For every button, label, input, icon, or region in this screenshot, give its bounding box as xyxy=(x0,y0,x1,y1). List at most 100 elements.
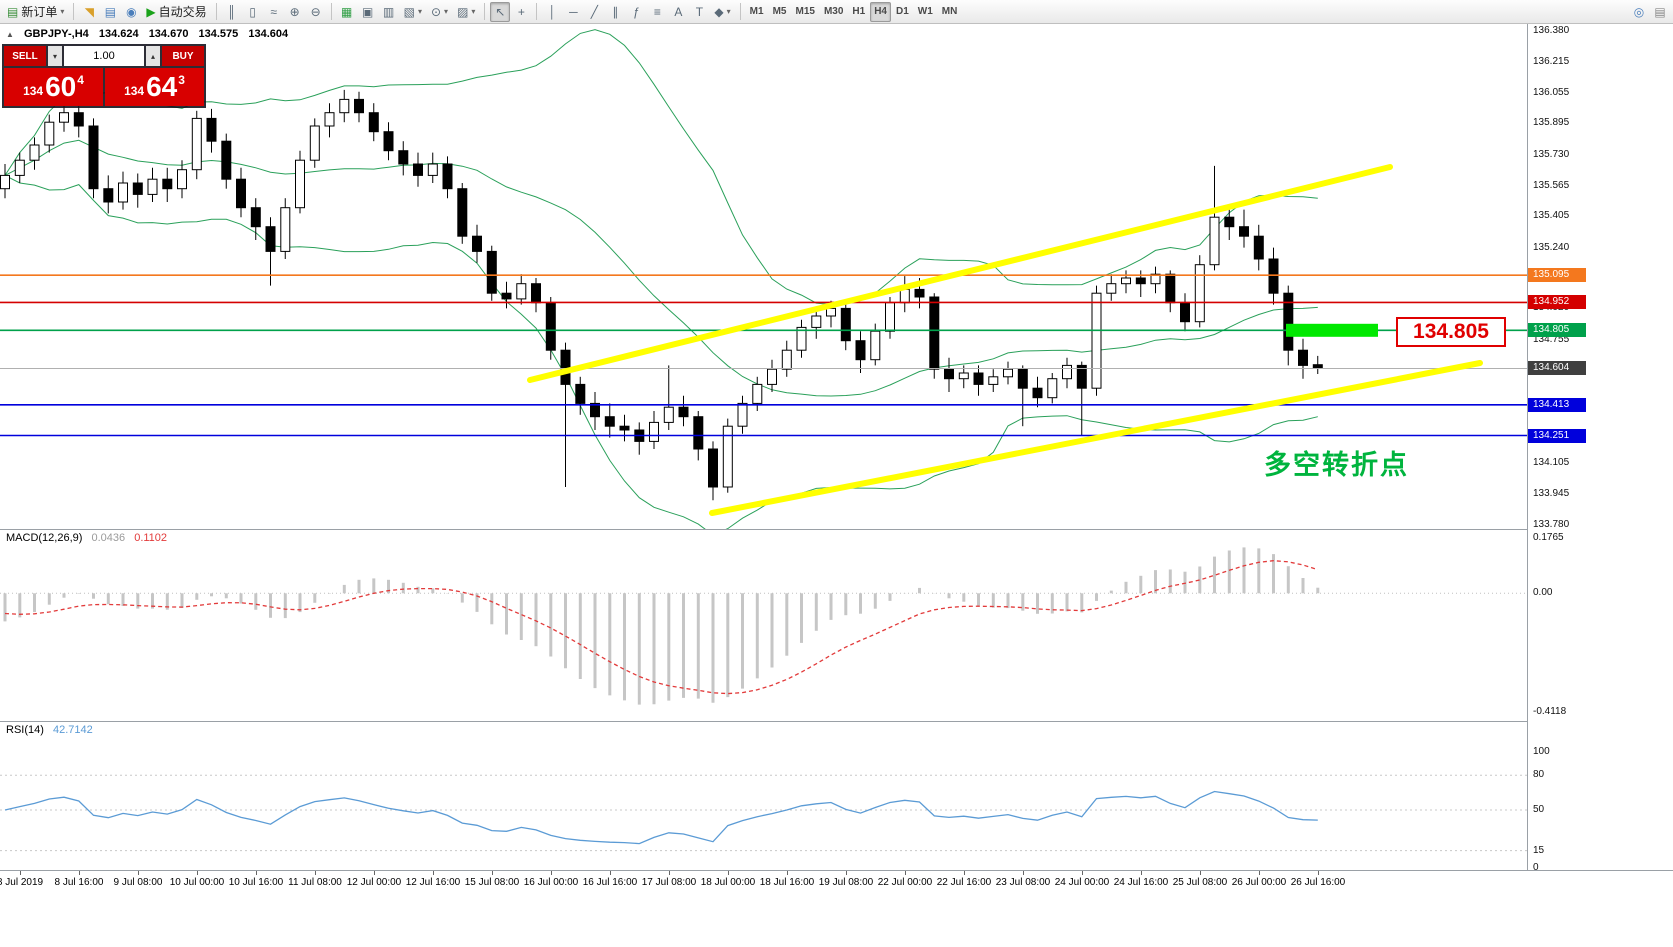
time-axis-label: 10 Jul 00:00 xyxy=(169,877,225,888)
channel-icon: ∥ xyxy=(612,4,619,19)
ohlc-low: 134.575 xyxy=(198,28,239,40)
price-level-tag: 134.952 xyxy=(1528,295,1586,309)
label-icon[interactable]: T xyxy=(689,2,709,22)
macd-main-value: 0.0436 xyxy=(91,532,126,544)
price-scale-label: 134.755 xyxy=(1533,334,1570,345)
time-tick xyxy=(1023,871,1024,875)
megaphone-icon[interactable]: ◥ xyxy=(79,2,99,22)
time-tick xyxy=(846,871,847,875)
tile-windows-icon[interactable]: ▣ xyxy=(358,2,378,22)
timeframe-m1[interactable]: M1 xyxy=(746,2,768,22)
price-chart[interactable] xyxy=(0,24,1527,530)
time-axis-label: 9 Jul 08:00 xyxy=(113,877,163,888)
time-tick xyxy=(79,871,80,875)
timeframe-w1[interactable]: W1 xyxy=(914,2,937,22)
time-axis-label: 10 Jul 16:00 xyxy=(228,877,284,888)
price-scale-label: 135.895 xyxy=(1533,117,1570,128)
timeframe-label: M30 xyxy=(823,6,844,17)
timeframe-m5[interactable]: M5 xyxy=(769,2,791,22)
rsi-pane-separator[interactable] xyxy=(0,721,1673,722)
new-order-button-icon: ▤ xyxy=(7,4,19,19)
candlestick-icon[interactable]: ▯ xyxy=(243,2,263,22)
chart-shift-marker: ▲ xyxy=(6,30,14,39)
price-level-tag: 134.251 xyxy=(1528,429,1586,443)
timeframe-m15[interactable]: M15 xyxy=(791,2,818,22)
price-scale-label: 133.945 xyxy=(1533,488,1570,499)
timeframe-label: MN xyxy=(941,6,958,17)
profiles-icon: ▨ xyxy=(457,4,469,19)
buy-button[interactable]: BUY xyxy=(162,46,204,66)
clock-icon[interactable]: ⊙ ▾ xyxy=(427,2,452,22)
timeframe-label: W1 xyxy=(917,6,933,17)
megaphone-icon: ◥ xyxy=(84,4,94,19)
fibonacci-icon[interactable]: ƒ xyxy=(626,2,646,22)
turning-point-label: 多空转折点 xyxy=(1264,450,1409,480)
macd-pane[interactable] xyxy=(0,530,1527,722)
timeframe-h1[interactable]: H1 xyxy=(848,2,869,22)
grid-icon[interactable]: ▦ xyxy=(337,2,357,22)
price-callout-box[interactable]: 134.805 xyxy=(1396,317,1506,347)
messages-icon[interactable]: ▤ xyxy=(1650,2,1670,22)
macd-name: MACD(12,26,9) xyxy=(6,532,83,544)
candlestick-icon: ▯ xyxy=(249,4,256,19)
rsi-axis-label: 0 xyxy=(1533,862,1539,873)
trendline-icon[interactable]: ╱ xyxy=(584,2,604,22)
crosshair-icon[interactable]: + xyxy=(511,2,531,22)
volume-increase-button[interactable]: ▴ xyxy=(146,46,160,66)
sell-button[interactable]: SELL xyxy=(4,46,46,66)
macd-label: MACD(12,26,9) 0.0436 0.1102 xyxy=(6,532,173,544)
sell-price-big: 60 xyxy=(45,71,77,102)
chart-window[interactable]: 136.380 136.215 136.055 135.895 135.730 135.5… xyxy=(0,24,1673,947)
timeframe-h4[interactable]: H4 xyxy=(870,1,891,22)
autotrade-button[interactable]: ▶ 自动交易 xyxy=(142,2,210,22)
text-icon[interactable]: A xyxy=(668,2,688,22)
arrows-icon[interactable]: ◆ ▾ xyxy=(710,2,734,22)
new-chart-icon[interactable]: ▧ ▾ xyxy=(400,2,426,22)
shapes-icon[interactable]: ≡ xyxy=(647,2,667,22)
trendline-icon: ╱ xyxy=(590,4,599,19)
clock-icon: ⊙ xyxy=(430,4,442,19)
time-axis[interactable]: 8 Jul 2019 8 Jul 16:00 9 Jul 08:00 10 Jul 0… xyxy=(0,870,1673,947)
bar-chart-icon[interactable]: ║ xyxy=(222,2,242,22)
time-tick xyxy=(728,871,729,875)
timeframe-m30[interactable]: M30 xyxy=(820,2,847,22)
chevron-down-icon: ▾ xyxy=(471,7,476,16)
autotrade-button-label: 自动交易 xyxy=(158,5,207,19)
rsi-pane[interactable] xyxy=(0,722,1527,870)
line-chart-icon: ≈ xyxy=(270,4,277,19)
channel-icon[interactable]: ∥ xyxy=(605,2,625,22)
toolbar-separator xyxy=(215,3,217,20)
time-axis-label: 18 Jul 00:00 xyxy=(700,877,756,888)
zoom-out-icon[interactable]: ⊖ xyxy=(306,2,326,22)
zoom-in-icon[interactable]: ⊕ xyxy=(285,2,305,22)
buy-price[interactable]: 134 64 3 xyxy=(105,68,204,106)
horizontal-line-icon[interactable]: ─ xyxy=(563,2,583,22)
macd-axis-label: 0.00 xyxy=(1533,587,1553,598)
cascade-windows-icon: ▥ xyxy=(382,4,395,19)
sell-price[interactable]: 134 60 4 xyxy=(4,68,103,106)
chart-user-icon[interactable]: ▤ xyxy=(100,2,120,22)
cursor-icon[interactable]: ↖ xyxy=(490,1,511,22)
line-chart-icon[interactable]: ≈ xyxy=(264,2,284,22)
tile-windows-icon: ▣ xyxy=(361,4,374,19)
vertical-line-icon[interactable]: │ xyxy=(542,2,562,22)
bar-chart-icon: ║ xyxy=(227,4,236,19)
cascade-windows-icon[interactable]: ▥ xyxy=(379,2,399,22)
price-scale-label: 133.780 xyxy=(1533,519,1570,530)
volume-decrease-button[interactable]: ▾ xyxy=(48,46,62,66)
search-icon[interactable]: ◎ xyxy=(1629,2,1649,22)
price-scale[interactable]: 136.380 136.215 136.055 135.895 135.730 135.5… xyxy=(1528,24,1673,873)
time-axis-label: 24 Jul 16:00 xyxy=(1113,877,1169,888)
symbol-name: GBPJPY-,H4 xyxy=(23,28,89,40)
rsi-value: 42.7142 xyxy=(52,724,93,736)
speaker-icon[interactable]: ◉ xyxy=(121,2,141,22)
toolbar-separator xyxy=(536,3,538,20)
volume-input[interactable] xyxy=(64,46,144,66)
macd-pane-separator[interactable] xyxy=(0,529,1673,530)
chevron-down-icon: ▾ xyxy=(60,7,65,16)
timeframe-mn[interactable]: MN xyxy=(938,2,962,22)
timeframe-label: M1 xyxy=(749,6,764,17)
timeframe-d1[interactable]: D1 xyxy=(892,2,913,22)
new-order-button[interactable]: ▤ 新订单 ▾ xyxy=(3,2,68,22)
profiles-icon[interactable]: ▨ ▾ xyxy=(453,2,479,22)
